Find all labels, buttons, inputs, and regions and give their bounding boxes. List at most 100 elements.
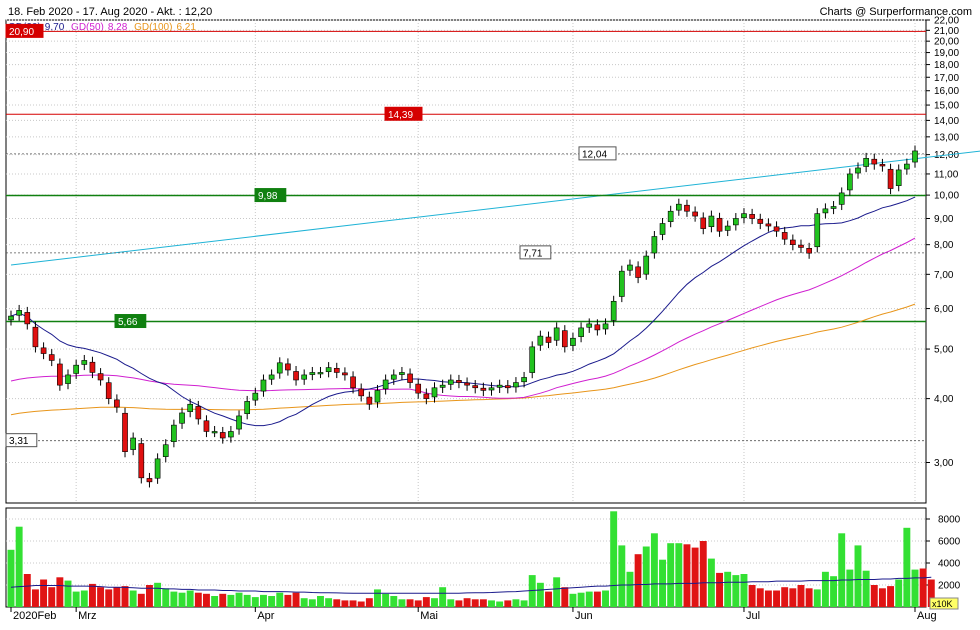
y-tick-label: 11,00 — [934, 169, 959, 180]
candle-body — [904, 163, 910, 170]
candle-body — [708, 215, 715, 227]
x-month-label: Jul — [746, 610, 760, 622]
candle-body — [89, 361, 96, 373]
volume-bar — [349, 600, 357, 607]
volume-bar — [88, 583, 96, 607]
candle-body — [309, 372, 316, 375]
price-level-tag — [5, 433, 38, 448]
candle-body — [504, 385, 511, 389]
legend-gd100-label: GD(100) — [134, 22, 173, 33]
y-tick-label: 15,00 — [934, 101, 959, 112]
volume-bar — [194, 592, 202, 607]
volume-bar — [854, 545, 862, 607]
volume-bar — [56, 577, 64, 607]
volume-bar — [764, 590, 772, 607]
candle-body — [81, 360, 88, 365]
candle-body — [578, 327, 584, 337]
candle-body — [32, 326, 39, 348]
volume-average-line — [10, 576, 932, 594]
candle-body — [741, 213, 747, 219]
volume-bar — [431, 598, 438, 607]
candle-body — [73, 364, 79, 374]
candle-body — [325, 367, 332, 373]
candle-body — [154, 458, 161, 479]
volume-bar — [488, 600, 495, 607]
candle-body — [16, 310, 22, 316]
candle-body — [773, 226, 780, 232]
volume-bar — [789, 588, 797, 607]
volume-bar — [268, 596, 276, 607]
volume-bar — [72, 591, 80, 607]
candle-body — [521, 377, 527, 383]
volume-bar — [64, 580, 72, 607]
volume-bar — [773, 590, 781, 607]
volume-bar — [512, 599, 520, 607]
ma20-line — [10, 196, 916, 427]
candle-body — [130, 437, 136, 450]
volume-bar — [545, 591, 552, 607]
volume-bar — [659, 559, 666, 607]
volume-bar — [235, 592, 243, 607]
candle-body — [138, 443, 145, 479]
candle-body — [700, 217, 707, 229]
candle-body — [472, 385, 479, 389]
volume-unit-label: x10K — [932, 599, 953, 609]
volume-bar — [48, 587, 56, 607]
y-tick-label: 14,00 — [934, 116, 959, 127]
volume-bar — [699, 541, 707, 607]
candle-body — [757, 218, 764, 224]
volume-bar — [927, 579, 935, 607]
volume-bar — [870, 585, 878, 607]
volume-bar — [178, 592, 186, 607]
volume-bar — [821, 571, 829, 607]
volume-bar — [919, 568, 927, 607]
candle-body — [268, 374, 275, 380]
price-level-label: 7,71 — [523, 248, 543, 259]
candle-body — [276, 362, 283, 374]
candle-body — [667, 210, 674, 222]
candle-body — [863, 158, 869, 167]
volume-bar — [520, 600, 528, 607]
volume-bar — [602, 590, 609, 607]
candle-body — [252, 392, 259, 401]
candle-body — [643, 255, 650, 275]
volume-bar — [276, 592, 284, 607]
candle-body — [602, 323, 609, 330]
candle-body — [733, 218, 739, 226]
candle-body — [586, 323, 593, 328]
candle-body — [350, 376, 356, 389]
candle-body — [8, 315, 14, 321]
volume-bar — [300, 598, 308, 607]
volume-bar — [805, 588, 813, 607]
y-tick-label: 18,00 — [934, 60, 959, 71]
candle-body — [374, 390, 381, 403]
volume-tick-label: 2000 — [938, 581, 961, 592]
volume-bar — [593, 591, 601, 607]
volume-bar — [504, 600, 512, 607]
candle-body — [48, 354, 55, 361]
candle-body — [301, 374, 308, 380]
candles — [8, 145, 918, 488]
volume-bar — [292, 592, 300, 607]
volume-bar — [211, 596, 219, 607]
volume-bar — [365, 598, 373, 607]
volume-bar — [121, 586, 129, 607]
price-level-label: 5,66 — [118, 317, 138, 328]
y-tick-label: 7,00 — [934, 270, 954, 281]
candle-body — [529, 346, 536, 373]
candle-body — [537, 335, 544, 346]
candle-body — [244, 401, 251, 414]
price-level-label: 12,04 — [582, 149, 607, 160]
candle-body — [146, 478, 153, 483]
candle-body — [65, 374, 71, 384]
volume-bar — [137, 593, 145, 607]
volume-bar — [528, 575, 536, 607]
volume-bar — [732, 575, 740, 607]
candle-body — [114, 399, 120, 408]
y-tick-label: 19,00 — [934, 48, 959, 59]
volume-bar — [862, 570, 870, 607]
y-tick-label: 17,00 — [934, 73, 959, 84]
candle-body — [260, 379, 267, 392]
candle-body — [236, 415, 242, 430]
